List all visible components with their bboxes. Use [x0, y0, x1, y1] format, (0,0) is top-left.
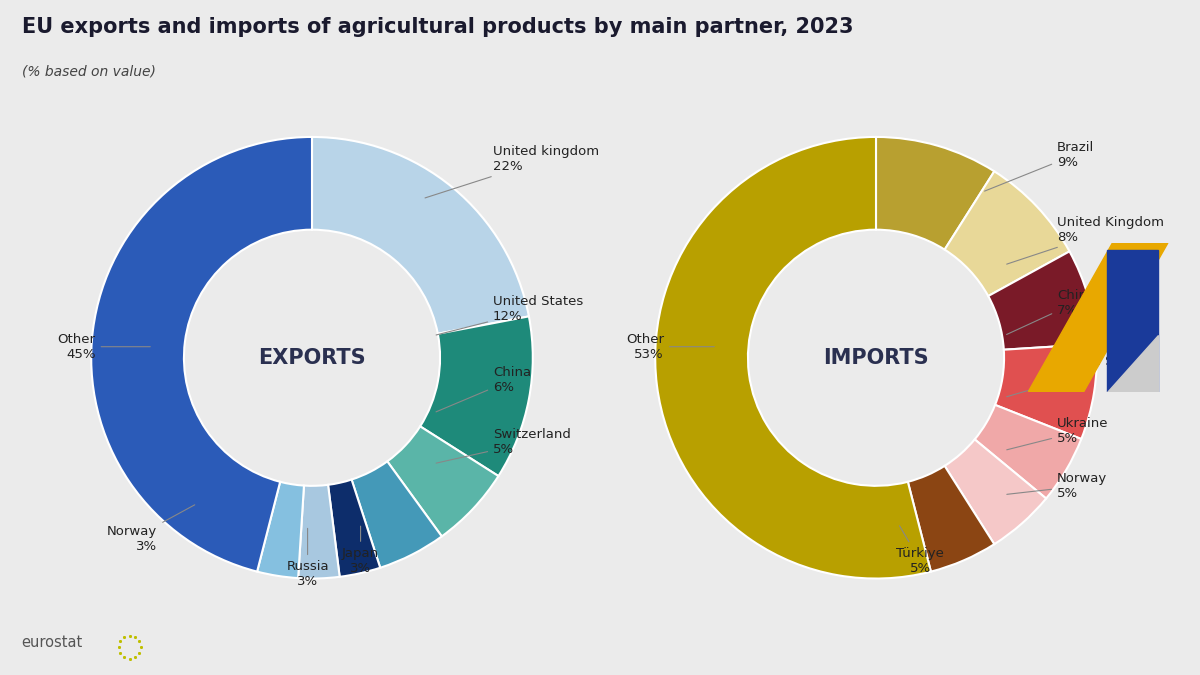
- Wedge shape: [944, 171, 1069, 296]
- Polygon shape: [1108, 250, 1158, 392]
- Wedge shape: [328, 479, 380, 577]
- Wedge shape: [974, 405, 1081, 499]
- Text: Japan
3%: Japan 3%: [342, 526, 379, 575]
- Wedge shape: [420, 317, 533, 476]
- Wedge shape: [257, 482, 304, 578]
- Text: eurostat: eurostat: [22, 635, 83, 650]
- Text: Other
45%: Other 45%: [58, 333, 150, 360]
- Text: EXPORTS: EXPORTS: [258, 348, 366, 368]
- Wedge shape: [944, 439, 1046, 544]
- Text: United kingdom
22%: United kingdom 22%: [425, 145, 599, 198]
- Wedge shape: [876, 137, 995, 250]
- Text: United States
12%: United States 12%: [436, 295, 583, 335]
- Wedge shape: [995, 344, 1097, 439]
- Wedge shape: [655, 137, 931, 578]
- Polygon shape: [1028, 243, 1168, 392]
- Text: (% based on value): (% based on value): [22, 64, 156, 78]
- Text: Norway
5%: Norway 5%: [1007, 472, 1108, 500]
- Polygon shape: [1108, 335, 1158, 392]
- Wedge shape: [908, 466, 995, 572]
- Wedge shape: [312, 137, 529, 333]
- Text: China
6%: China 6%: [436, 366, 532, 412]
- Text: IMPORTS: IMPORTS: [823, 348, 929, 368]
- Wedge shape: [352, 461, 442, 568]
- Text: Türkiye
5%: Türkiye 5%: [896, 526, 944, 575]
- Wedge shape: [298, 485, 340, 578]
- Text: Russia
3%: Russia 3%: [287, 529, 329, 588]
- Text: Ukraine
5%: Ukraine 5%: [1007, 416, 1109, 450]
- Wedge shape: [91, 137, 312, 572]
- Text: United States
7%: United States 7%: [1007, 355, 1147, 397]
- Wedge shape: [388, 427, 498, 537]
- Text: Switzerland
5%: Switzerland 5%: [436, 428, 571, 463]
- Text: Other
53%: Other 53%: [626, 333, 714, 360]
- Text: Norway
3%: Norway 3%: [107, 505, 194, 553]
- Wedge shape: [989, 251, 1097, 350]
- Text: China
7%: China 7%: [1007, 288, 1096, 335]
- Text: EU exports and imports of agricultural products by main partner, 2023: EU exports and imports of agricultural p…: [22, 17, 853, 37]
- Text: United Kingdom
8%: United Kingdom 8%: [1007, 216, 1164, 264]
- Text: Brazil
9%: Brazil 9%: [984, 140, 1094, 191]
